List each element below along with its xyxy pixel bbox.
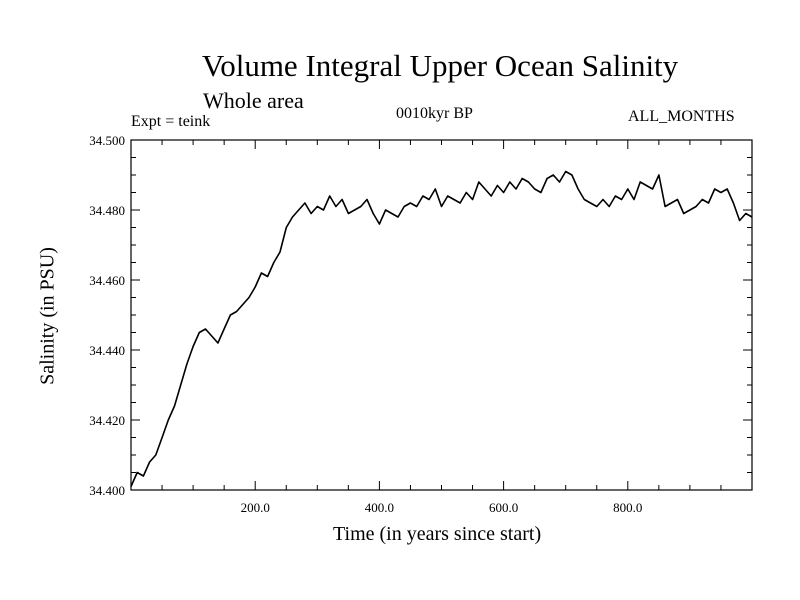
y-tick-label: 34.440 xyxy=(89,343,125,358)
x-tick-label: 200.0 xyxy=(241,500,270,515)
y-tick-label: 34.500 xyxy=(89,133,125,148)
plot-frame xyxy=(130,139,753,491)
y-tick-label: 34.420 xyxy=(89,413,125,428)
x-tick-label: 600.0 xyxy=(489,500,518,515)
x-tick-label: 400.0 xyxy=(365,500,394,515)
y-tick-label: 34.460 xyxy=(89,273,125,288)
x-tick-label: 800.0 xyxy=(613,500,642,515)
series-line xyxy=(130,170,753,487)
chart-title: Volume Integral Upper Ocean Salinity xyxy=(201,48,679,83)
y-tick-label: 34.400 xyxy=(89,483,125,498)
months-label: ALL_MONTHS xyxy=(628,108,735,125)
chart-subtitle: Whole area xyxy=(203,88,304,113)
y-tick-label: 34.480 xyxy=(89,203,125,218)
period-label: 0010kyr BP xyxy=(396,105,473,122)
experiment-label: Expt = teink xyxy=(131,113,211,130)
x-axis-label: Time (in years since start) xyxy=(333,523,542,545)
